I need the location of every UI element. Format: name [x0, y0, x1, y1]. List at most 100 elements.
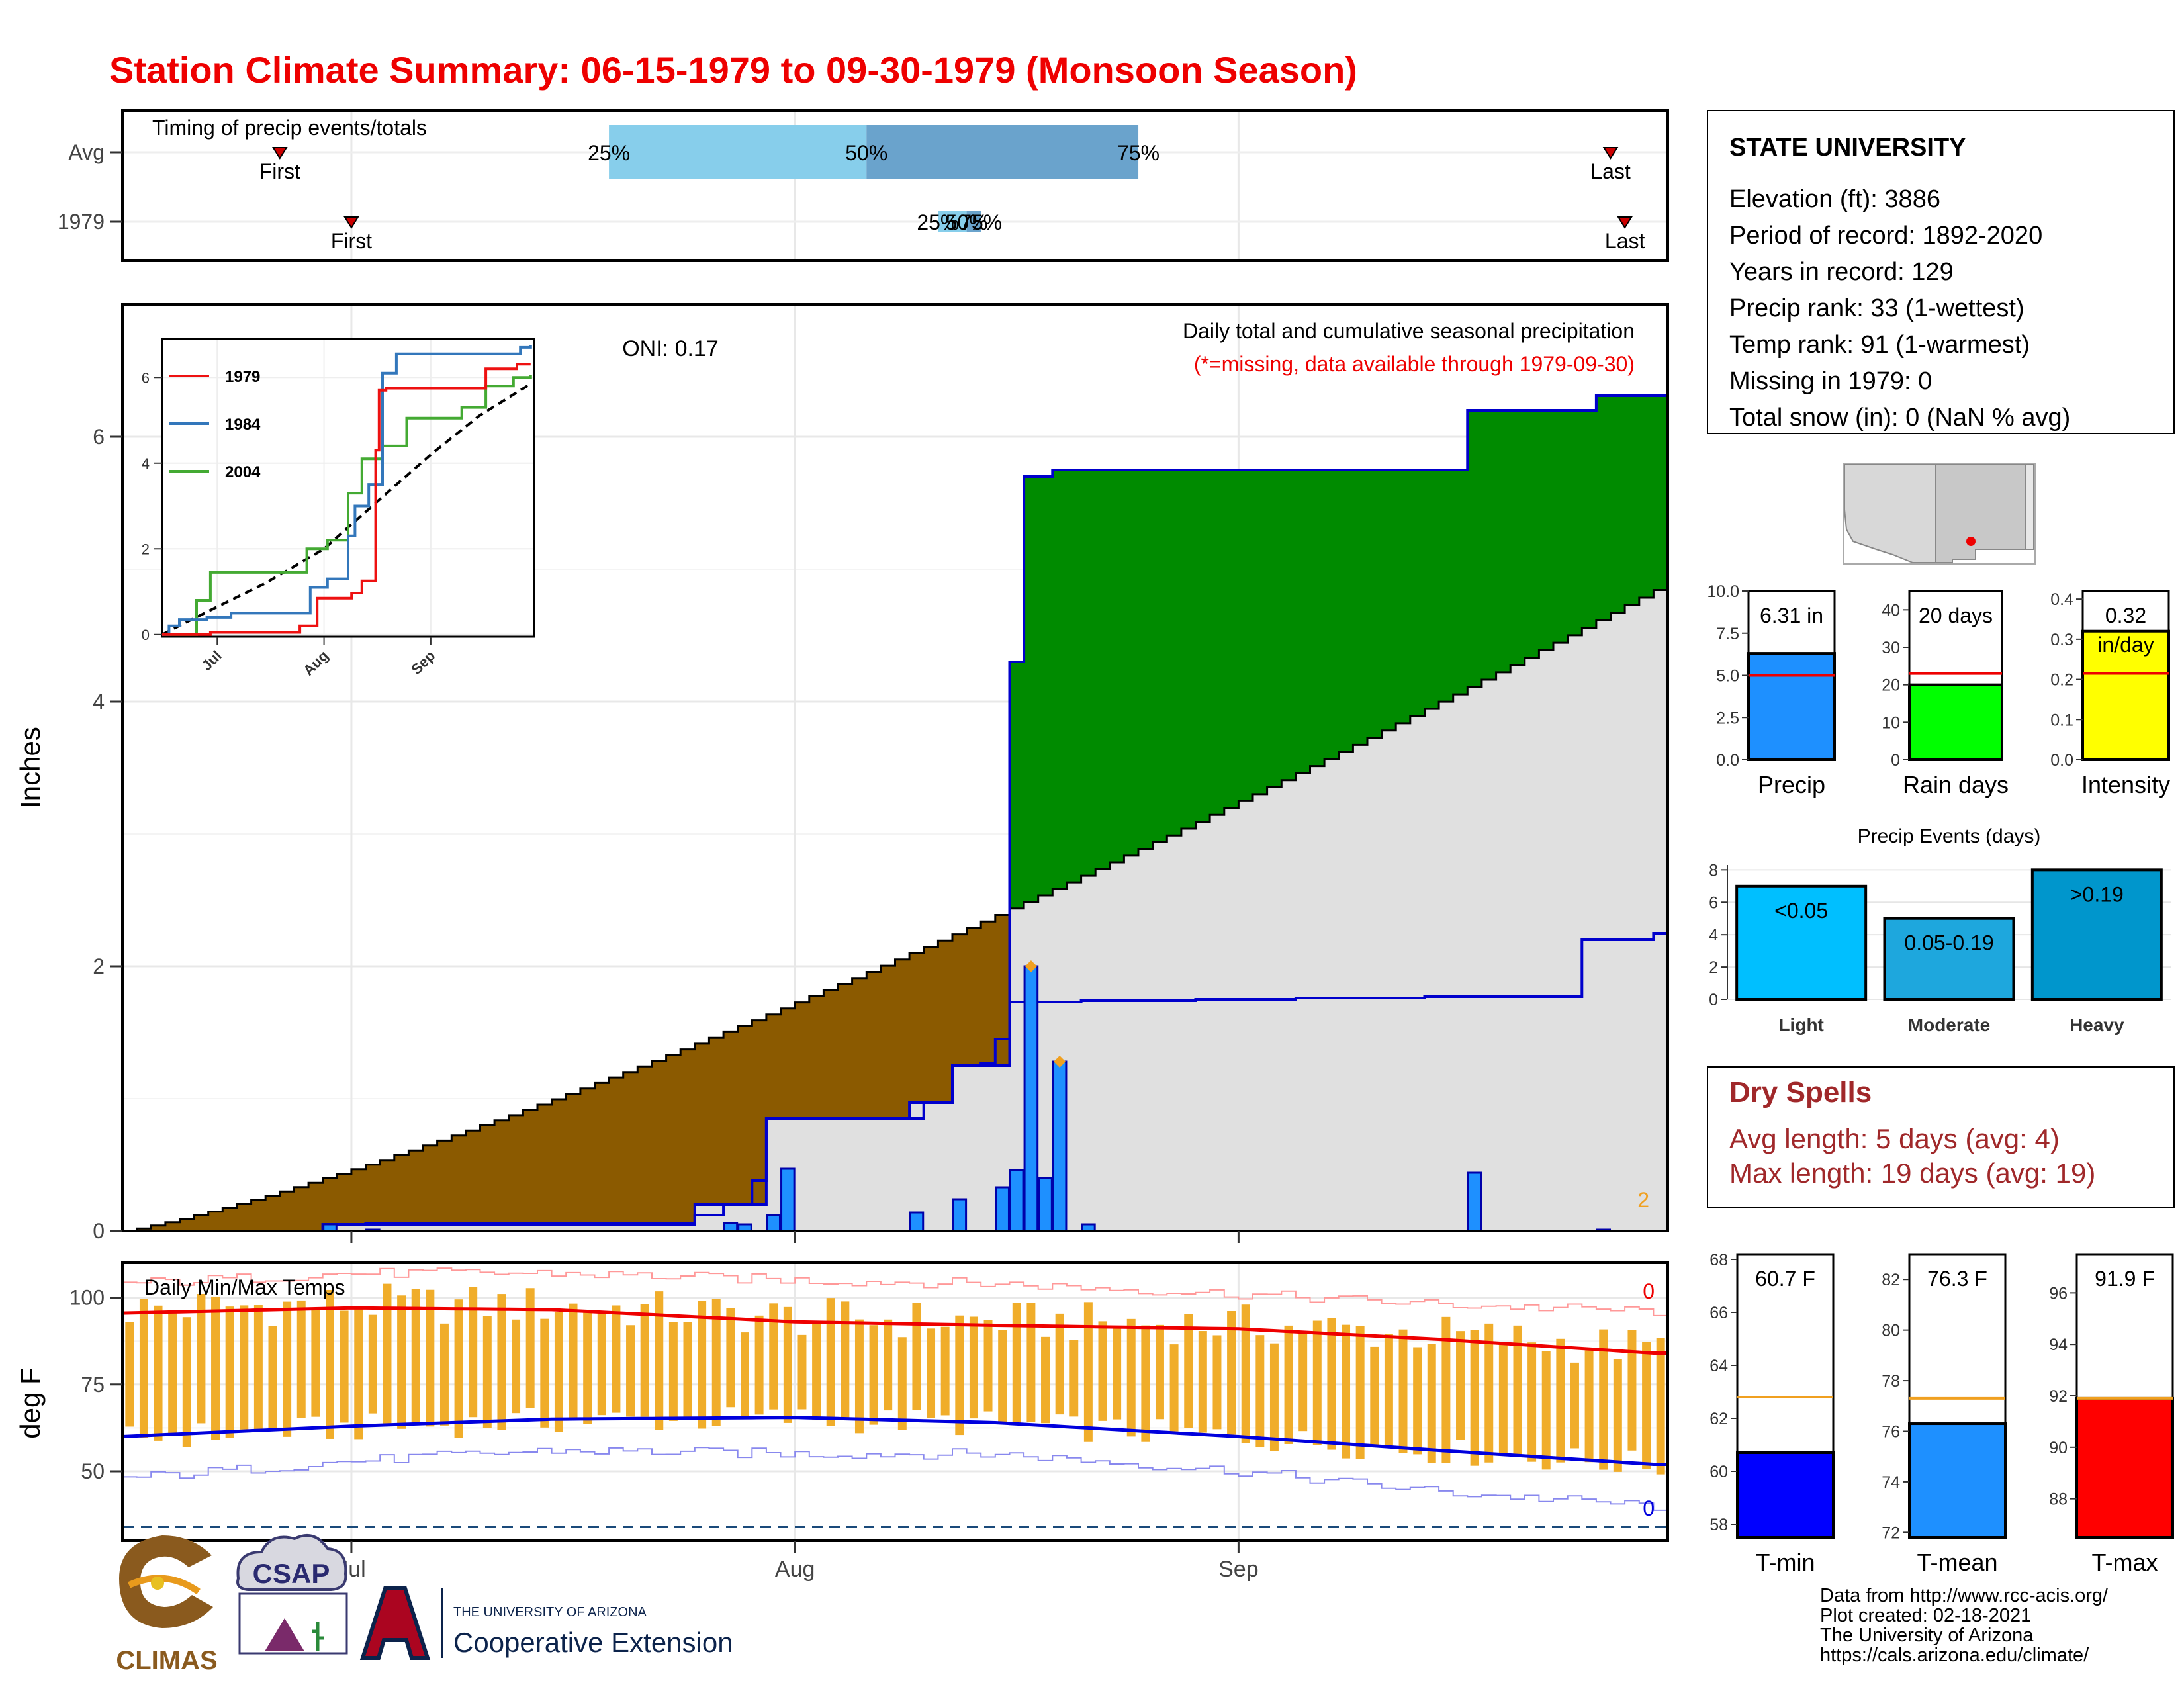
temp-daily-bar-89 — [1398, 1329, 1408, 1453]
precip-stat-value-label-1: 20 days — [1919, 604, 1993, 627]
temp-daily-bar-45 — [769, 1303, 778, 1410]
temp-daily-bar-61 — [998, 1330, 1007, 1422]
csap-cloud — [236, 1534, 347, 1591]
temp-daily-bar-83 — [1312, 1320, 1322, 1445]
daily-precip-bar-4 — [766, 1214, 782, 1232]
temp-daily-bar-77 — [1227, 1311, 1236, 1435]
events-ytick-label-3: 6 — [1709, 893, 1718, 912]
temp-stat-value-label-0: 60.7 F — [1755, 1267, 1815, 1291]
temp-daily-bar-48 — [812, 1320, 821, 1421]
timing-first-label-1: First — [331, 229, 372, 253]
station-missing: Missing in 1979: 0 — [1729, 367, 1932, 395]
precip-stat-bar-rain-days — [1908, 683, 2003, 761]
climas-sun — [151, 1577, 164, 1590]
precip-subtitle: Daily total and cumulative seasonal prec… — [1183, 319, 1635, 343]
temp-daily-bar-54 — [897, 1337, 907, 1430]
temp-daily-bar-6 — [211, 1296, 220, 1440]
temp-daily-bar-11 — [283, 1301, 292, 1437]
ua-block-a — [359, 1586, 431, 1660]
temp-daily-bar-51 — [854, 1319, 864, 1434]
station-elevation: Elevation (ft): 3886 — [1729, 185, 1940, 213]
precip-stat-ytick-label-2-0: 0.0 — [2050, 751, 2073, 770]
temp-daily-bar-39 — [683, 1322, 692, 1418]
temp-stat-ytick-label-1-1: 74 — [1882, 1473, 1900, 1492]
timing-q75-label-0: 75% — [1117, 141, 1160, 165]
temp-daily-bar-58 — [955, 1315, 964, 1436]
temp-daily-bar-35 — [626, 1325, 635, 1417]
station-box-frame — [1707, 110, 2175, 434]
timing-first-marker-0 — [272, 147, 288, 160]
timing-row-label-1: 1979 — [58, 210, 105, 234]
events-ytick-label-2: 4 — [1709, 926, 1718, 944]
climas-wordmark: CLIMAS — [116, 1646, 217, 1675]
temp-ytick-label-1: 75 — [81, 1373, 105, 1396]
tmin-count-label: 0 — [1643, 1496, 1655, 1520]
daily-precip-marker-1 — [1054, 1056, 1066, 1068]
temp-daily-bar-10 — [268, 1326, 277, 1432]
dry-spells-avg: Avg length: 5 days (avg: 4) — [1729, 1123, 2060, 1154]
temp-daily-bar-34 — [612, 1305, 621, 1413]
temp-record-min-line — [122, 1447, 1668, 1511]
temp-record-max-line — [122, 1267, 1668, 1316]
temp-daily-bar-82 — [1298, 1332, 1308, 1432]
timing-last-marker-1 — [1617, 216, 1633, 229]
temp-daily-bar-28 — [525, 1288, 535, 1408]
csap-logo[interactable]: CSAP — [236, 1534, 348, 1655]
map-station-marker — [1966, 537, 1976, 546]
temp-stat-ytick-label-0-0: 58 — [1709, 1516, 1728, 1534]
location-map — [1843, 463, 2036, 565]
inset-legend-label-1979: 1979 — [225, 368, 260, 386]
temp-daily-bar-18 — [383, 1283, 392, 1426]
events-ytick-label-0: 0 — [1709, 991, 1718, 1009]
temp-daily-bar-12 — [296, 1300, 306, 1418]
temp-xtick-label-1: Aug — [775, 1557, 815, 1582]
temp-daily-bar-9 — [253, 1305, 263, 1430]
temp-stat-ytick-label-2-0: 88 — [2049, 1490, 2068, 1509]
climas-logo[interactable]: CLIMAS — [116, 1535, 218, 1675]
timing-bar-upper-0 — [866, 125, 1139, 179]
temp-daily-bar-97 — [1513, 1325, 1522, 1457]
precip-stat-ytick-label-1-0: 0 — [1891, 751, 1900, 770]
temp-panel-frame — [121, 1261, 1669, 1542]
temp-daily-bar-40 — [698, 1301, 707, 1429]
temp-daily-bar-100 — [1556, 1338, 1565, 1463]
temp-stat-value-label-2: 91.9 F — [2095, 1267, 2155, 1291]
precip-ytick-label-0: 0 — [93, 1219, 105, 1243]
temp-daily-bar-95 — [1484, 1323, 1494, 1463]
temp-daily-bar-79 — [1255, 1335, 1265, 1448]
temp-stat-ytick-label-1-5: 82 — [1882, 1271, 1900, 1289]
temp-daily-bar-2 — [154, 1305, 163, 1441]
inset-ytick-label-1: 2 — [142, 541, 150, 557]
temp-stat-value-label-1: 76.3 F — [1927, 1267, 1987, 1291]
timing-q75-label-1: 75% — [960, 210, 1002, 234]
precip-corner-label: 2 — [1637, 1188, 1649, 1212]
temp-daily-bar-7 — [225, 1306, 234, 1438]
temp-daily-bar-14 — [326, 1289, 334, 1439]
timing-bar-lower-1 — [938, 211, 967, 232]
climas-swoosh — [127, 1575, 201, 1595]
temp-daily-bar-92 — [1441, 1316, 1451, 1463]
timing-last-marker-0 — [1602, 147, 1619, 160]
ua-logo[interactable]: THE UNIVERSITY OF ARIZONA Cooperative Ex… — [359, 1586, 733, 1660]
temp-ylabel: deg F — [15, 1367, 46, 1438]
temp-stat-category-label-0: T-min — [1756, 1549, 1815, 1576]
temp-daily-bar-59 — [969, 1316, 978, 1419]
temp-daily-bar-87 — [1370, 1346, 1379, 1446]
temp-daily-bar-106 — [1642, 1342, 1651, 1470]
inset-series-line-2004 — [162, 375, 532, 636]
precip-stat-value-label-0: 6.31 in — [1760, 604, 1823, 627]
temp-daily-bar-17 — [368, 1314, 377, 1414]
temp-daily-bar-8 — [240, 1305, 249, 1430]
temp-daily-bar-3 — [168, 1310, 177, 1437]
precip-ylabel: Inches — [15, 727, 46, 809]
precip-ytick-label-1: 2 — [93, 954, 105, 978]
temp-daily-bar-41 — [711, 1299, 721, 1426]
temp-daily-bar-73 — [1169, 1344, 1179, 1432]
station-precip-rank: Precip rank: 33 (1-wettest) — [1729, 295, 2025, 322]
precip-stat-ytick-label-0-0: 0.0 — [1716, 751, 1739, 770]
inset-ytick-label-0: 0 — [142, 627, 150, 643]
timing-first-marker-1 — [343, 216, 359, 229]
